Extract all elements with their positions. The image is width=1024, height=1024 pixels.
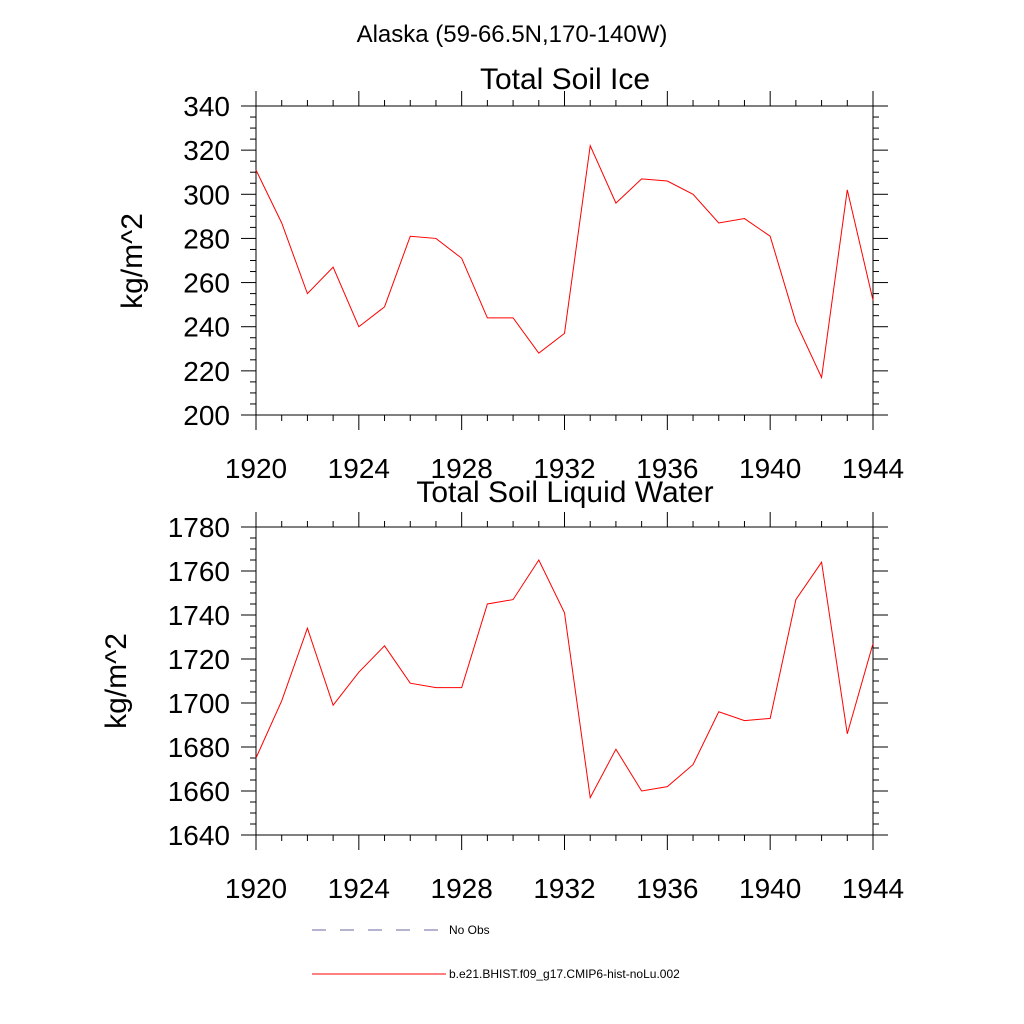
y-tick-label: 1660 bbox=[168, 776, 230, 807]
series-line bbox=[255, 143, 874, 380]
y-tick-label: 1720 bbox=[168, 644, 230, 675]
x-tick-label: 1932 bbox=[533, 873, 595, 904]
y-tick-label: 1640 bbox=[168, 820, 230, 851]
chart-title: Total Soil Liquid Water bbox=[416, 476, 713, 509]
chart-title: Total Soil Ice bbox=[480, 63, 650, 96]
y-tick-label: 320 bbox=[183, 135, 230, 166]
plot-frame bbox=[255, 526, 874, 836]
x-tick-label: 1920 bbox=[225, 453, 287, 484]
y-tick-label: 1700 bbox=[168, 688, 230, 719]
x-tick-label: 1936 bbox=[636, 453, 698, 484]
y-tick-label: 1780 bbox=[168, 512, 230, 543]
x-tick-label: 1940 bbox=[739, 453, 801, 484]
y-axis-label: kg/m^2 bbox=[100, 633, 133, 729]
x-tick-label: 1940 bbox=[739, 873, 801, 904]
x-tick-label: 1944 bbox=[842, 873, 904, 904]
y-tick-label: 260 bbox=[183, 268, 230, 299]
y-tick-label: 280 bbox=[183, 223, 230, 254]
x-tick-label: 1936 bbox=[636, 873, 698, 904]
x-tick-label: 1920 bbox=[225, 873, 287, 904]
y-tick-label: 240 bbox=[183, 312, 230, 343]
legend-label-model: b.e21.BHIST.f09_g17.CMIP6-hist-noLu.002 bbox=[449, 967, 680, 981]
x-tick-label: 1924 bbox=[328, 873, 390, 904]
x-tick-label: 1928 bbox=[431, 453, 493, 484]
y-tick-label: 1760 bbox=[168, 556, 230, 587]
x-tick-label: 1932 bbox=[533, 453, 595, 484]
y-tick-label: 220 bbox=[183, 356, 230, 387]
panel-total-soil-ice: Total Soil Ice kg/m^2 1920 1924 1928 1932 19… bbox=[116, 63, 904, 484]
y-axis-label: kg/m^2 bbox=[116, 213, 149, 309]
x-tick-label: 1924 bbox=[328, 453, 390, 484]
y-tick-label: 1680 bbox=[168, 732, 230, 763]
legend: No Obs b.e21.BHIST.f09_g17.CMIP6-hist-no… bbox=[312, 923, 680, 981]
legend-label-no-obs: No Obs bbox=[449, 923, 490, 937]
y-tick-label: 200 bbox=[183, 400, 230, 431]
x-tick-label: 1928 bbox=[431, 873, 493, 904]
y-tick-label: 300 bbox=[183, 179, 230, 210]
x-tick-label: 1944 bbox=[842, 453, 904, 484]
figure-suptitle: Alaska (59-66.5N,170-140W) bbox=[357, 21, 668, 48]
y-tick-label: 1740 bbox=[168, 600, 230, 631]
y-tick-label: 340 bbox=[183, 91, 230, 122]
series-line bbox=[255, 558, 874, 800]
panel-total-soil-liquid-water: Total Soil Liquid Water kg/m^2 1920 1924 1… bbox=[100, 476, 904, 904]
plot-frame bbox=[255, 105, 874, 416]
